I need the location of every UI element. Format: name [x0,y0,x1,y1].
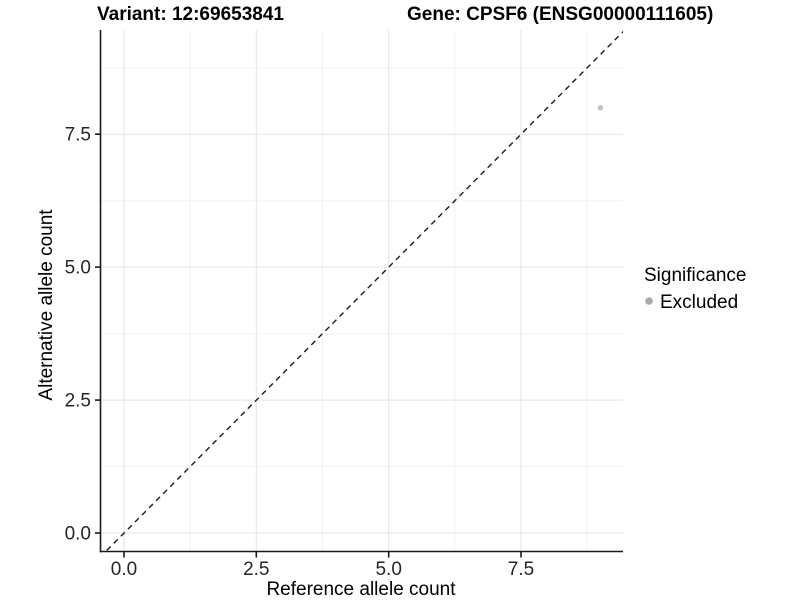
legend-title: Significance [644,265,746,286]
x-tick-0: 0.0 [111,559,137,580]
legend: Significance Excluded [644,265,746,313]
legend-entry-label: Excluded [660,292,738,313]
y-tick-2: 5.0 [65,258,91,279]
y-tick-1: 2.5 [65,391,91,412]
x-tick-2: 5.0 [375,559,401,580]
gene-title: Gene: CPSF6 (ENSG00000111605) [407,4,713,25]
x-tick-1: 2.5 [243,559,269,580]
identity-dashed-line [104,30,623,552]
x-axis-title: Reference allele count [266,579,456,600]
x-tick-3: 7.5 [508,559,534,580]
grid-major [100,30,623,552]
y-axis-title: Alternative allele count [36,209,57,401]
y-tick-3: 7.5 [65,125,91,146]
scatter-point-excluded [597,105,604,111]
y-tick-0: 0.0 [65,524,91,545]
axis-lines [99,30,623,553]
grid-minor [100,30,623,552]
tick-marks [95,133,522,558]
x-tick-labels: 0.0 2.5 5.0 7.5 [111,559,534,580]
variant-title: Variant: 12:69653841 [97,4,284,25]
y-tick-labels: 0.0 2.5 5.0 7.5 [65,125,91,545]
legend-key-dot-icon [645,297,653,305]
plot-panel [100,30,623,552]
